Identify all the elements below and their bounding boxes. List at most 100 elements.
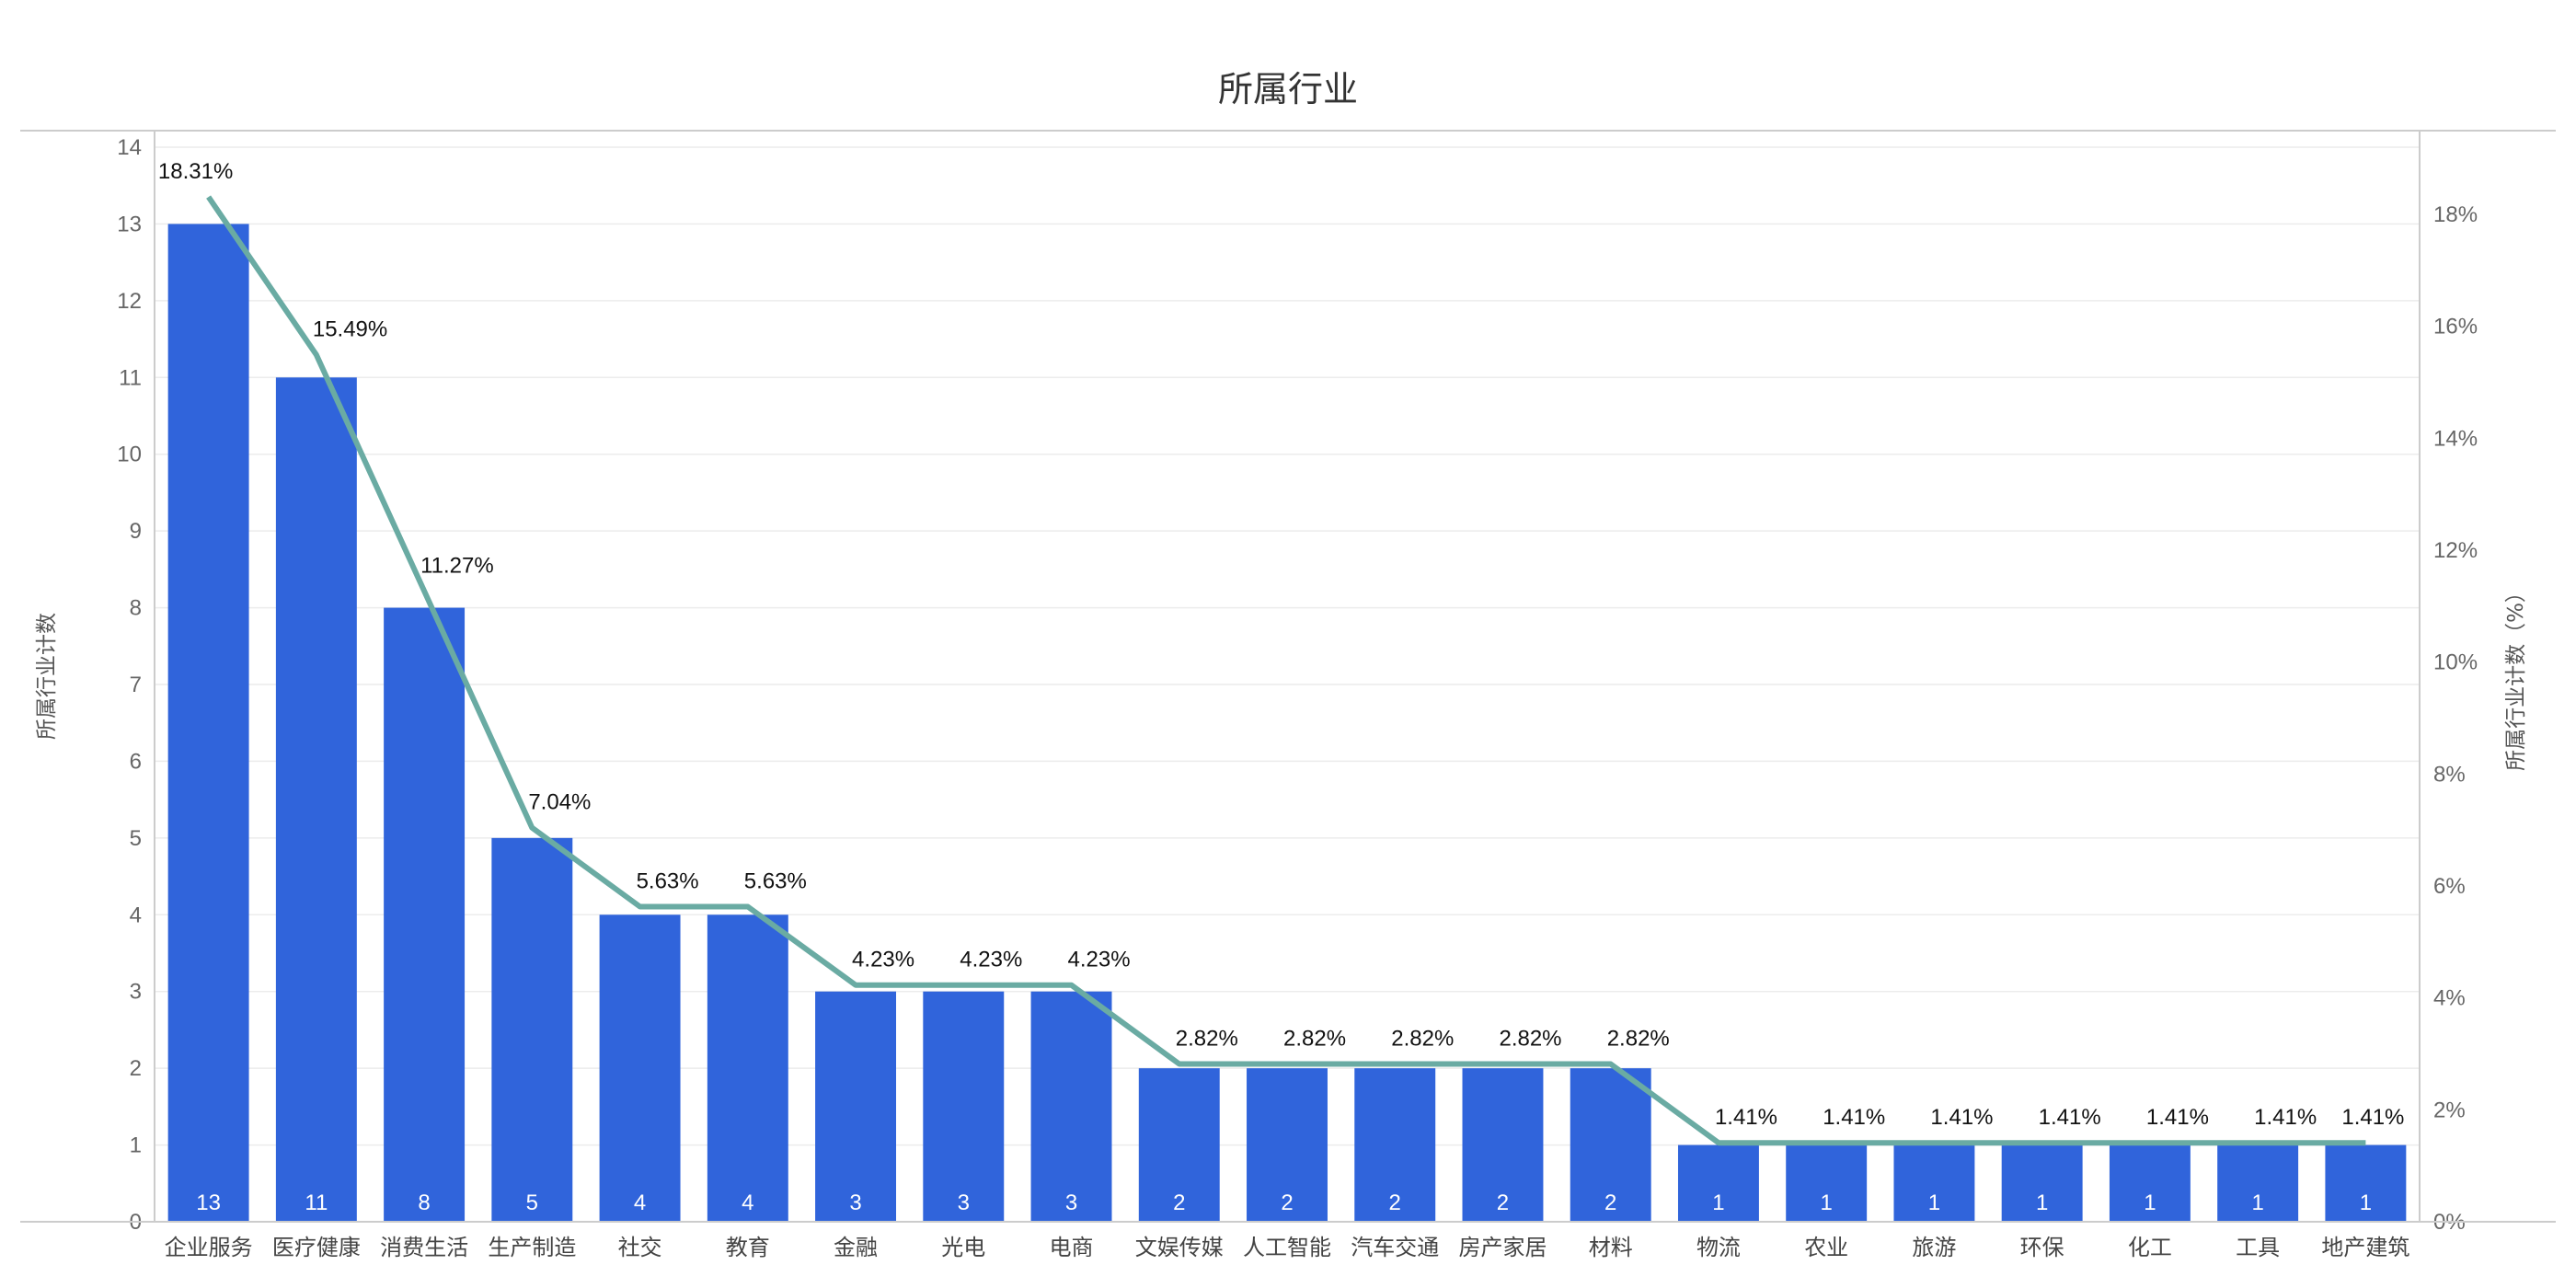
bar [491,837,573,1222]
x-tick-label: 地产建筑 [2321,1235,2409,1260]
bar [815,991,897,1222]
bar [1677,1144,1759,1222]
percent-label: 2.82% [1499,1026,1561,1051]
x-tick-label: 物流 [1696,1235,1741,1260]
x-tick-label: 光电 [941,1235,985,1260]
y2-tick-label: 6% [2433,874,2466,899]
y2-tick-label: 18% [2433,202,2478,227]
x-tick-label: 社交 [618,1235,662,1260]
x-tick-label: 汽车交通 [1351,1235,1439,1260]
bar [599,914,681,1222]
y-tick-label: 4 [130,903,142,927]
percent-label: 5.63% [637,869,699,894]
y2-tick-label: 8% [2433,762,2466,787]
bar [1570,1068,1651,1222]
y-tick-label: 3 [130,980,142,1005]
y2-tick-label: 16% [2433,315,2478,339]
x-tick-label: 消费生活 [380,1235,468,1260]
y-tick-label: 7 [130,673,142,697]
y2-tick-label: 4% [2433,986,2466,1011]
percent-label: 2.82% [1391,1026,1454,1051]
percent-label: 1.41% [2146,1105,2209,1130]
bar [707,914,788,1222]
bar-value-label: 4 [634,1190,646,1215]
bar [1030,991,1112,1222]
axes: 012345678910111213140%2%4%6%8%10%12%14%1… [20,131,2556,1260]
bar [1138,1068,1220,1222]
bar [384,607,466,1222]
percent-label: 1.41% [2341,1105,2404,1130]
bar-value-label: 2 [1497,1190,1509,1215]
percent-line-series: 18.31% 15.49% 11.27% 7.04% 5.63% 5.63% 4.23% 4.… [158,159,2404,1146]
bar-value-label: 13 [196,1190,221,1215]
bar-value-label: 1 [1821,1190,1833,1215]
y-tick-label: 6 [130,749,142,774]
x-tick-label: 金融 [834,1235,878,1260]
bar-value-label: 2 [1604,1190,1616,1215]
bar [923,991,1005,1222]
percent-label: 11.27% [420,553,494,578]
percent-label: 2.82% [1283,1026,1346,1051]
x-tick-label: 环保 [2020,1235,2064,1260]
bar [167,224,249,1222]
y-axis-title: 所属行业计数 [35,613,59,740]
bar-value-label: 1 [1712,1190,1724,1215]
x-tick-label: 电商 [1050,1235,1094,1260]
bar-value-label: 4 [742,1190,753,1215]
bar-value-label: 11 [305,1190,328,1215]
bar-value-label: 3 [958,1190,970,1215]
bar [1893,1144,1975,1222]
y-tick-label: 11 [119,365,142,390]
bar-value-label: 1 [2144,1190,2156,1215]
x-tick-label: 房产家居 [1458,1235,1547,1260]
percent-label: 5.63% [744,869,807,894]
bar-value-label: 1 [2036,1190,2048,1215]
bar-value-label: 3 [849,1190,861,1215]
x-tick-label: 生产制造 [488,1235,576,1260]
bar [1462,1068,1544,1222]
x-tick-label: 文娱传媒 [1135,1235,1224,1260]
x-tick-label: 人工智能 [1243,1235,1331,1260]
bar-value-label: 1 [1928,1190,1940,1215]
bar [2109,1144,2191,1222]
x-tick-label: 化工 [2128,1235,2172,1260]
y2-tick-label: 14% [2433,426,2478,451]
y-tick-label: 8 [130,596,142,621]
y2-tick-label: 12% [2433,538,2478,563]
y-tick-label: 9 [130,519,142,544]
percent-line [206,195,2366,1146]
x-tick-label: 教育 [726,1235,770,1260]
y2-tick-label: 10% [2433,650,2478,675]
y-tick-label: 10 [117,443,142,467]
percent-label: 1.41% [1823,1105,1885,1130]
percent-label: 1.41% [2039,1105,2101,1130]
y2-tick-label: 2% [2433,1098,2466,1122]
percent-label: 4.23% [1068,948,1131,972]
percent-label: 4.23% [852,948,914,972]
bar [2001,1144,2083,1222]
percent-label: 2.82% [1607,1026,1670,1051]
percent-label: 1.41% [1930,1105,1993,1130]
y2-axis-title: 所属行业计数（%） [2504,581,2528,771]
bar [2325,1144,2407,1222]
bar [2217,1144,2299,1222]
percent-label: 15.49% [313,317,387,342]
percent-label: 1.41% [2254,1105,2317,1130]
x-tick-label: 医疗健康 [272,1235,361,1260]
bar-value-label: 5 [526,1190,538,1215]
bar [1247,1068,1328,1222]
y-tick-label: 1 [130,1133,142,1158]
percent-label: 7.04% [528,790,591,815]
bar-value-label: 2 [1281,1190,1293,1215]
bar-value-label: 3 [1065,1190,1077,1215]
x-tick-label: 材料 [1589,1235,1633,1260]
bar-value-label: 1 [2360,1190,2372,1215]
y-tick-label: 13 [117,212,142,236]
percent-label: 4.23% [960,948,1022,972]
bar-value-label: 2 [1389,1190,1401,1215]
x-tick-label: 工具 [2236,1235,2280,1260]
bars: 13 11 8 5 4 4 3 3 3 2 2 2 2 2 1 1 1 1 1 1 1 [167,224,2407,1222]
x-tick-label: 企业服务 [165,1235,253,1260]
y-tick-label: 2 [130,1056,142,1081]
